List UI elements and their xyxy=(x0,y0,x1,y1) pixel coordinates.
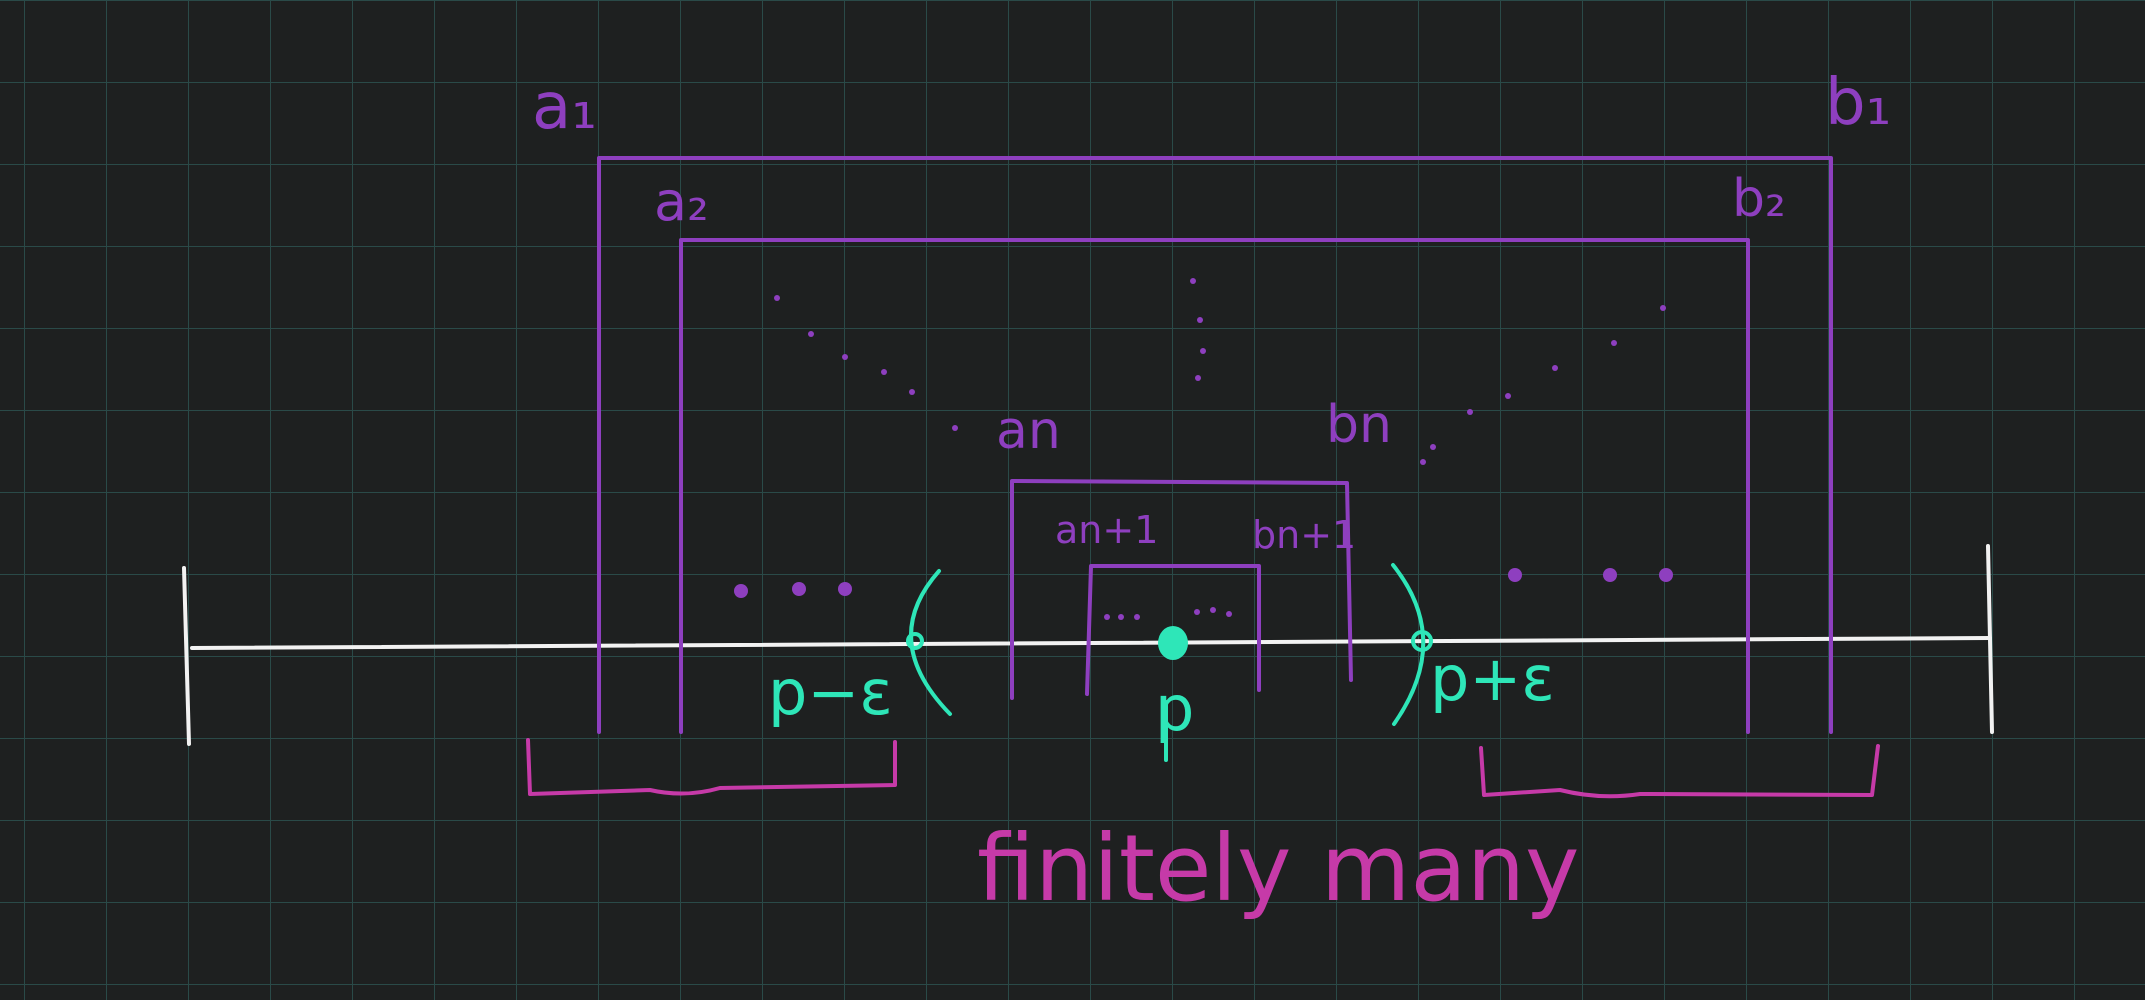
label-p-minus-epsilon: p−ε xyxy=(768,656,893,729)
number-line-axis xyxy=(190,636,1992,650)
label-finitely-many: finitely many xyxy=(977,815,1580,922)
label-a2: a₂ xyxy=(654,170,709,233)
left-brace xyxy=(526,738,897,796)
number-line xyxy=(182,544,1994,746)
right-brace xyxy=(1479,744,1880,799)
nested-intervals xyxy=(597,156,1833,734)
labels: a₁ b₁ a₂ b₂ an bn an+1 bn+1 p−ε p p+ε fi… xyxy=(532,66,1891,922)
point-p-marker xyxy=(1158,626,1188,660)
left-diagonal-dots xyxy=(774,295,958,431)
interval-an-bn xyxy=(1010,479,1353,700)
label-p-plus-epsilon: p+ε xyxy=(1430,642,1555,715)
continuation-dots xyxy=(734,278,1673,620)
p-minus-eps-marker xyxy=(906,632,924,650)
label-a1: a₁ xyxy=(532,70,597,144)
label-b2: b₂ xyxy=(1732,169,1786,229)
interval-an1-bn1 xyxy=(1085,564,1261,696)
number-line-left-endpoint xyxy=(182,566,191,746)
label-bn: bn xyxy=(1326,395,1392,455)
label-p: p xyxy=(1155,672,1194,745)
label-an: an xyxy=(996,401,1061,461)
left-open-parenthesis xyxy=(909,569,952,716)
number-line-right-endpoint xyxy=(1986,544,1994,734)
center-vertical-dots xyxy=(1190,278,1206,381)
finitely-many-braces xyxy=(526,738,1880,799)
interval-a2-b2 xyxy=(679,238,1750,734)
label-bn-plus-1: bn+1 xyxy=(1252,513,1356,557)
inner-dots xyxy=(1104,607,1232,620)
right-horizontal-dots xyxy=(1508,568,1673,582)
label-an-plus-1: an+1 xyxy=(1055,508,1158,552)
label-b1: b₁ xyxy=(1825,66,1891,140)
p-plus-eps-marker xyxy=(1411,630,1433,652)
right-open-parenthesis xyxy=(1391,563,1426,726)
left-horizontal-dots xyxy=(734,582,852,598)
interval-a1-b1 xyxy=(597,156,1833,734)
epsilon-neighborhood xyxy=(906,563,1433,762)
right-diagonal-dots xyxy=(1420,305,1666,465)
